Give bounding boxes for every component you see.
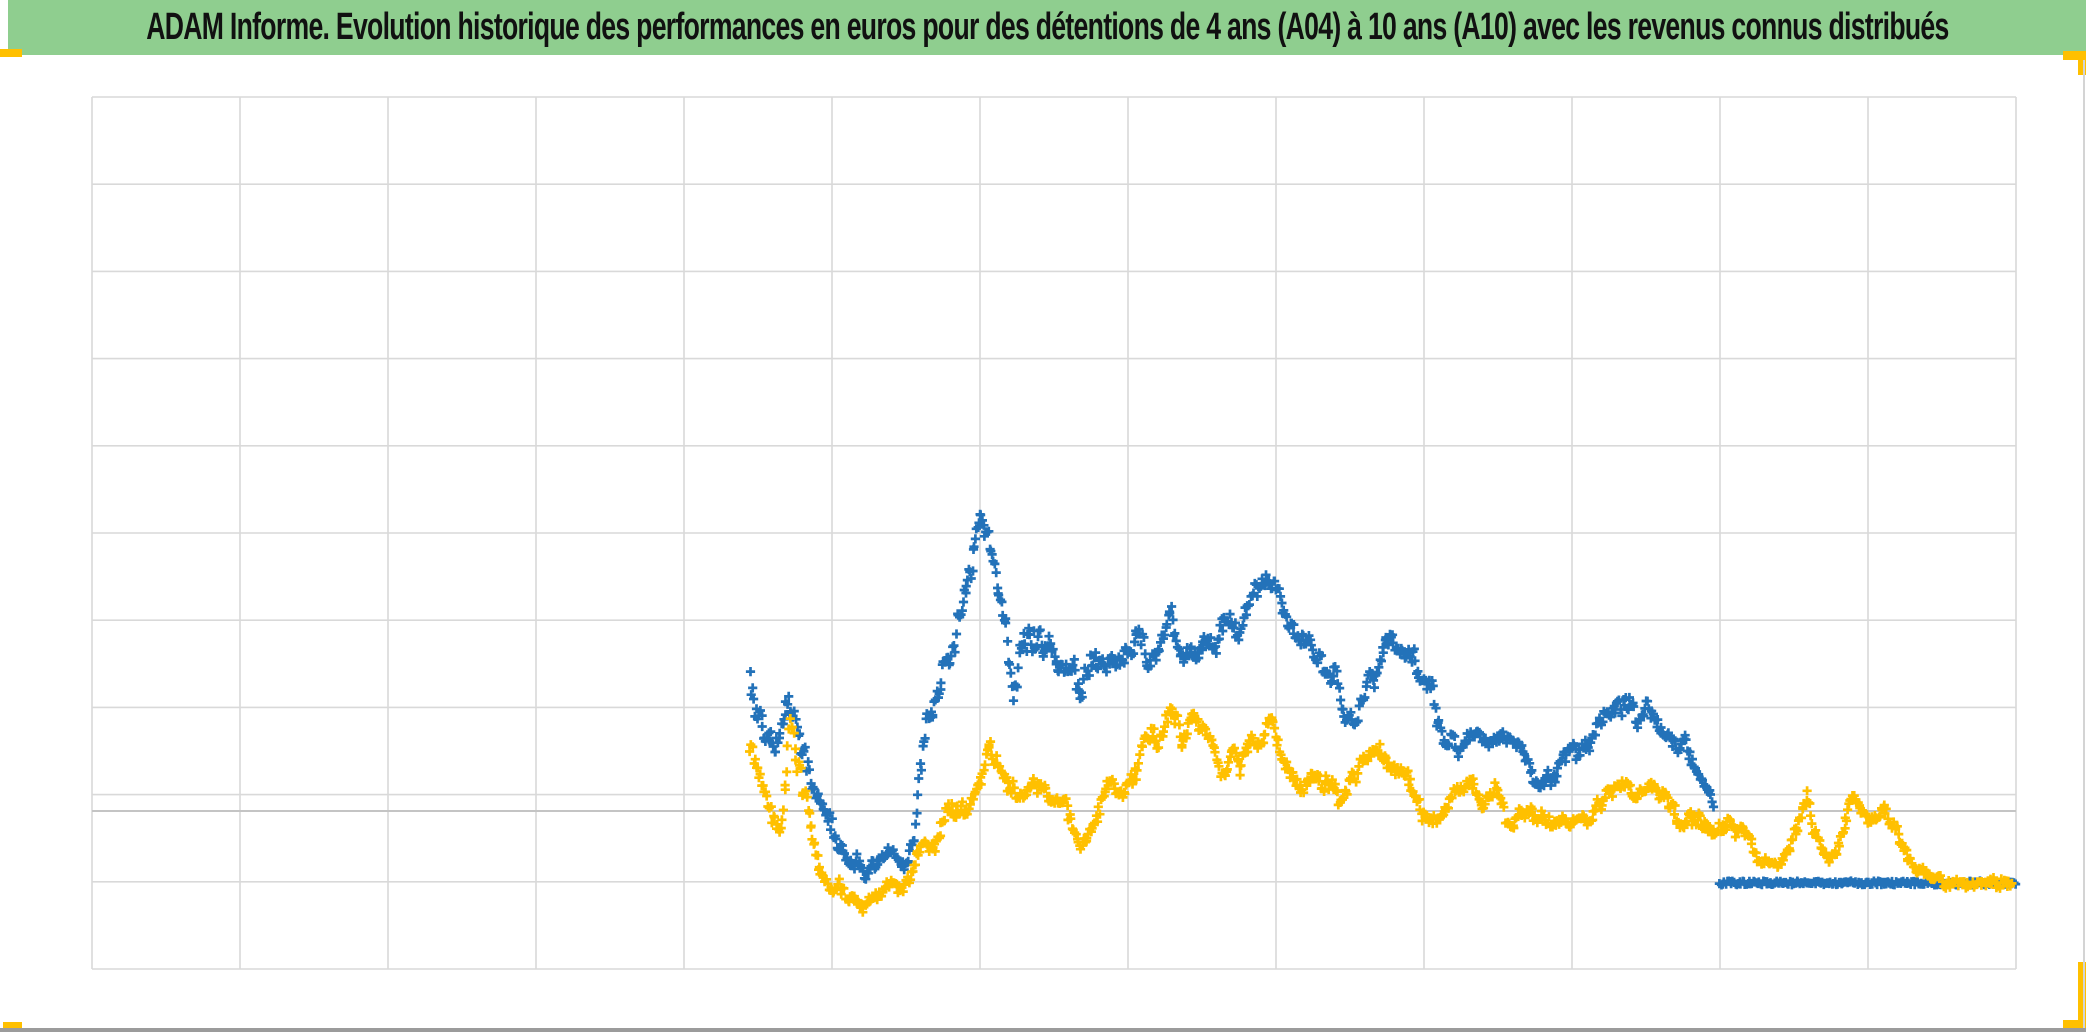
- chart-title: ADAM Informe. Evolution historique des p…: [145, 6, 1949, 48]
- scatter-chart[interactable]: [0, 55, 2086, 1032]
- title-bar: ADAM Informe. Evolution historique des p…: [8, 0, 2086, 55]
- crop-handle-bottom-left[interactable]: [3, 1022, 22, 1029]
- window-bottom-border: [0, 1028, 2086, 1032]
- crop-handle-top-left[interactable]: [0, 49, 22, 57]
- crop-handle-top-right-h[interactable]: [2063, 51, 2086, 60]
- series-yellow-markers: [745, 703, 2017, 917]
- crop-handle-bottom-right-v[interactable]: [2078, 962, 2086, 1029]
- chart-gridlines: [91, 96, 2017, 970]
- crop-handle-top-right-v[interactable]: [2078, 51, 2086, 75]
- series-blue-markers: [745, 509, 2021, 890]
- pane-edge-line: [2083, 60, 2085, 1028]
- crop-handle-bottom-right-h[interactable]: [2063, 1020, 2086, 1029]
